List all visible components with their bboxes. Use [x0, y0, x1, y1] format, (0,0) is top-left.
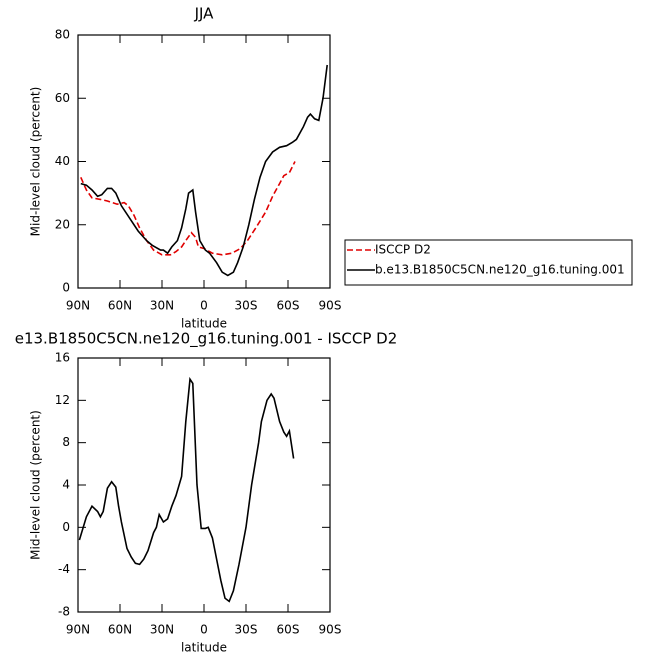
y-axis-label: Mid-level cloud (percent): [29, 410, 43, 560]
y-tick-label: 20: [55, 217, 70, 231]
legend-label: ISCCP D2: [375, 243, 431, 257]
x-tick-label: 30N: [150, 623, 174, 637]
x-tick-label: 90N: [66, 299, 90, 313]
y-tick-label: 80: [55, 28, 70, 42]
x-tick-label: 30N: [150, 299, 174, 313]
y-axis-label: Mid-level cloud (percent): [29, 87, 43, 237]
y-tick-label: 0: [62, 520, 70, 534]
data-line: [78, 376, 295, 603]
x-axis-label: latitude: [181, 641, 227, 655]
chart-title: JJA: [194, 5, 215, 23]
x-tick-label: 90S: [319, 299, 342, 313]
y-tick-label: -8: [58, 605, 70, 619]
plot-frame: [77, 357, 331, 613]
x-tick-label: 60S: [277, 623, 300, 637]
y-tick-label: 60: [55, 91, 70, 105]
x-tick-label: 0: [200, 299, 208, 313]
y-tick-label: 4: [62, 478, 70, 492]
y-tick-label: 0: [62, 281, 70, 295]
x-tick-label: 60S: [277, 299, 300, 313]
x-tick-label: 30S: [235, 299, 258, 313]
legend-label: b.e13.B1850C5CN.ne120_g16.tuning.001: [375, 263, 625, 277]
legend-box: [344, 239, 633, 286]
x-tick-label: 60N: [108, 623, 132, 637]
x-tick-label: 90N: [66, 623, 90, 637]
y-tick-label: 12: [55, 393, 70, 407]
x-tick-label: 0: [200, 623, 208, 637]
y-tick-label: 40: [55, 154, 70, 168]
plot-frame: [77, 34, 331, 289]
y-tick-label: 16: [55, 351, 70, 365]
chart-title: e13.B1850C5CN.ne120_g16.tuning.001 - ISC…: [15, 330, 398, 349]
y-tick-label: 8: [62, 435, 70, 449]
x-axis-label: latitude: [181, 317, 227, 331]
x-tick-label: 90S: [319, 623, 342, 637]
data-line: [80, 64, 328, 277]
x-tick-label: 60N: [108, 299, 132, 313]
y-tick-label: -4: [58, 562, 70, 576]
data-line: [80, 161, 296, 256]
x-tick-label: 30S: [235, 623, 258, 637]
